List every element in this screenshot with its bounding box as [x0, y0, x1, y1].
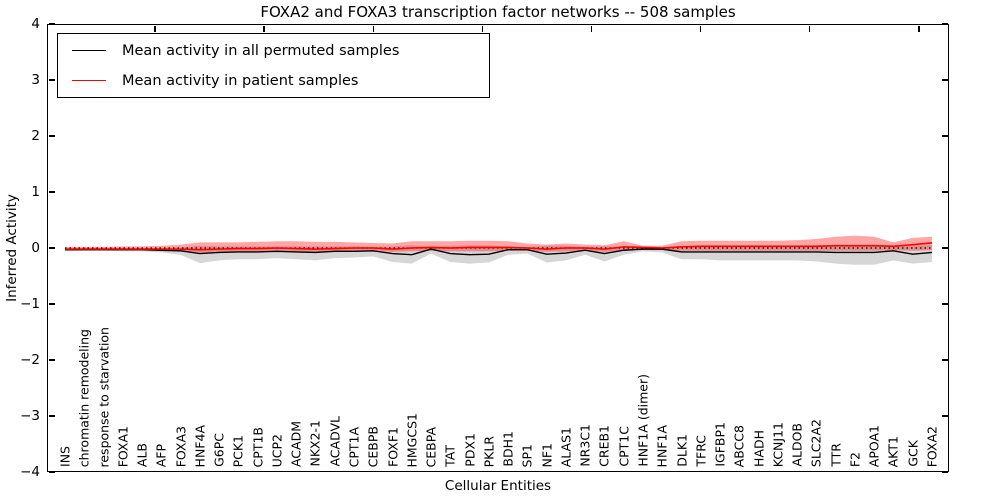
x-tick-label: UCP2 [269, 433, 285, 467]
top-tick-mark [481, 25, 484, 32]
y-tick-label: −2 [20, 352, 40, 368]
top-tick-mark [590, 25, 593, 32]
x-tick-label: SP1 [519, 443, 535, 467]
x-tick-label: AKT1 [885, 435, 901, 467]
y-tick-mark [941, 359, 948, 361]
y-tick-label: −3 [20, 408, 40, 424]
x-tick-label: AFP [153, 443, 169, 467]
y-tick-mark [48, 303, 55, 305]
y-tick-mark [48, 191, 55, 193]
chart-title: FOXA2 and FOXA3 transcription factor net… [260, 3, 736, 21]
x-tick-label: HADH [751, 430, 767, 467]
y-tick-label: −1 [20, 296, 40, 312]
permuted-confidence-band [65, 244, 932, 265]
top-tick-mark [263, 25, 265, 32]
permuted-mean-line [65, 248, 933, 256]
y-tick-mark [48, 359, 55, 361]
x-tick-label: TTR [828, 443, 844, 467]
y-tick-mark [941, 471, 948, 473]
x-tick-label: response to starvation [96, 326, 112, 468]
y-tick-mark [941, 303, 948, 305]
x-tick-label: CPT1C [616, 426, 632, 467]
y-tick-mark [48, 79, 55, 81]
top-tick-mark [809, 25, 811, 32]
x-tick-label: ALAS1 [558, 426, 574, 467]
x-tick-label: APOA1 [866, 424, 882, 467]
x-tick-label: PKLR [481, 435, 497, 467]
legend-line-sample-permuted [72, 50, 106, 51]
y-tick-mark [48, 135, 55, 137]
x-axis-label: Cellular Entities [444, 478, 552, 494]
legend-item-patient: Mean activity in patient samples [58, 68, 489, 94]
x-tick-label: ACADVL [327, 416, 343, 467]
y-tick-mark [48, 471, 55, 473]
x-tick-label: SLC2A2 [808, 418, 824, 467]
x-tick-label: CEBPB [365, 425, 381, 467]
x-tick-label: NR3C1 [577, 424, 593, 467]
top-tick-mark [918, 25, 920, 32]
y-tick-mark [941, 23, 948, 25]
x-tick-label: TAT [442, 445, 458, 467]
x-tick-label: GCK [905, 440, 921, 467]
x-tick-label: HMGCS1 [404, 412, 420, 468]
x-tick-label: F2 [847, 451, 863, 467]
x-tick-label: CREB1 [596, 425, 612, 467]
top-tick-mark [154, 25, 156, 32]
y-tick-mark [48, 23, 55, 25]
patient-mean-line [65, 242, 933, 251]
x-tick-label: FOXA3 [173, 425, 189, 467]
x-tick-label: BDH1 [500, 431, 516, 467]
x-tick-label: FOXF1 [385, 427, 401, 467]
x-tick-label: G6PC [211, 433, 227, 467]
x-tick-label: ACADM [288, 420, 304, 467]
top-tick-mark [372, 25, 374, 32]
y-tick-label: 3 [31, 72, 40, 88]
top-tick-mark [700, 25, 702, 32]
x-tick-label: CPT1A [346, 426, 362, 467]
x-tick-label: CPT1B [250, 426, 266, 467]
legend: Mean activity in all permuted samples Me… [57, 33, 490, 98]
x-tick-label: PCK1 [230, 434, 246, 467]
legend-label-permuted: Mean activity in all permuted samples [122, 42, 400, 59]
x-tick-label: ALDOB [789, 423, 805, 467]
y-tick-mark [48, 247, 55, 249]
x-tick-label: HNF1A [654, 424, 670, 467]
x-tick-label: CEBPA [423, 426, 439, 468]
x-tick-label: ABCC8 [731, 424, 747, 467]
y-tick-mark [48, 415, 55, 417]
y-tick-mark [941, 135, 948, 137]
x-tick-label: HNF4A [192, 424, 208, 467]
x-tick-label: FOXA1 [115, 425, 131, 467]
x-tick-label: NF1 [539, 442, 555, 468]
y-tick-label: 1 [31, 184, 40, 200]
y-tick-label: 0 [31, 240, 40, 256]
y-tick-mark [941, 247, 948, 249]
y-tick-mark [941, 79, 948, 81]
y-tick-label: −4 [20, 464, 40, 480]
x-tick-label: KCNJ11 [770, 421, 786, 467]
x-tick-label: NKX2-1 [307, 420, 323, 467]
x-tick-label: chromatin remodeling [76, 328, 92, 467]
x-tick-label: PDX1 [462, 433, 478, 467]
x-tick-label: TFRC [693, 435, 709, 467]
x-tick-label: IGFBP1 [712, 422, 728, 467]
y-tick-mark [941, 415, 948, 417]
legend-line-sample-patient [72, 80, 106, 81]
y-tick-label: 4 [31, 16, 40, 32]
legend-item-permuted: Mean activity in all permuted samples [58, 38, 489, 64]
x-tick-label: ALB [134, 442, 150, 467]
y-tick-mark [941, 191, 948, 193]
x-tick-label: DLK1 [674, 434, 690, 467]
legend-label-patient: Mean activity in patient samples [122, 72, 359, 89]
x-tick-label: FOXA2 [924, 425, 940, 467]
y-tick-label: 2 [31, 128, 40, 144]
x-tick-label: INS [57, 446, 73, 467]
x-tick-label: HNF1A (dimer) [635, 374, 651, 467]
